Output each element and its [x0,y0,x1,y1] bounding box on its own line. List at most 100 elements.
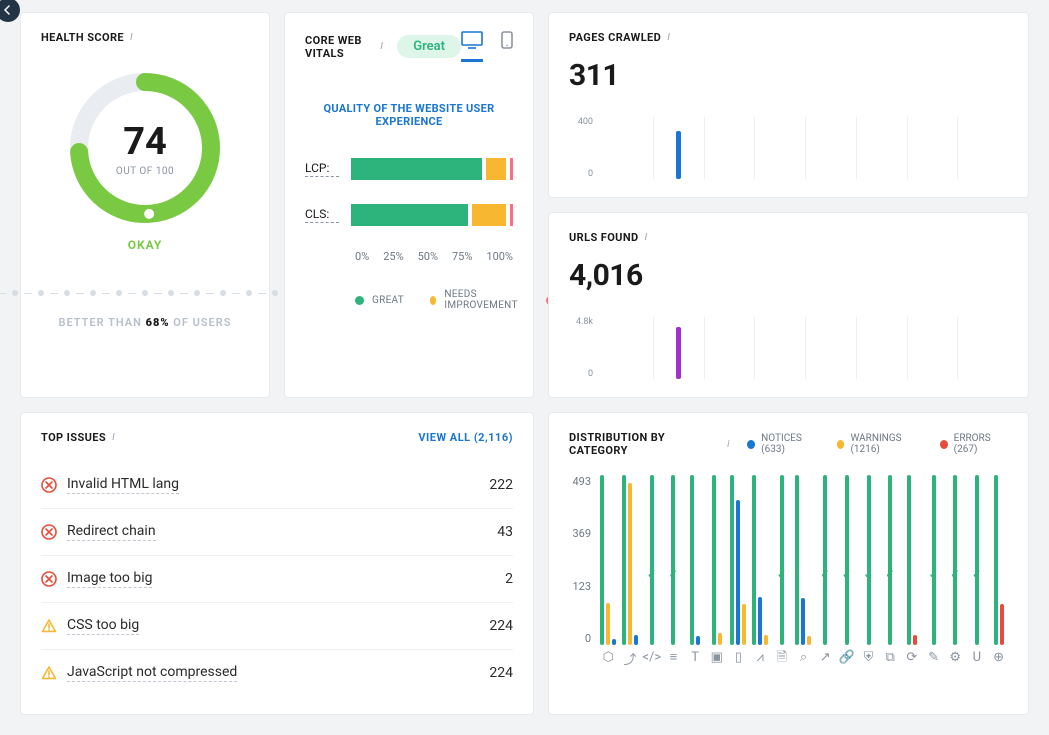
cwv-rating-badge: Great [397,35,461,58]
category-column[interactable]: ⬡ [599,475,618,665]
cwv-title: CORE WEB VITALSi [305,34,383,60]
core-web-vitals-card: CORE WEB VITALSi Great QUALITY OF THE WE… [284,12,534,398]
warning-icon [41,618,57,634]
category-column[interactable]: ✓🔗 [838,475,857,665]
issue-row[interactable]: Redirect chain 43 [41,509,513,556]
issue-row[interactable]: CSS too big 224 [41,603,513,650]
category-column[interactable]: ⩘ [751,475,770,665]
issue-row[interactable]: Image too big2 [41,556,513,603]
check-icon: ✓ [842,567,852,581]
urls-found-sparkline: 4.8k 0 [569,307,1008,379]
info-icon[interactable]: i [727,439,729,450]
warning-icon [41,665,57,681]
issue-name: JavaScript not compressed [67,664,237,682]
refresh-icon: ⟳ [906,649,917,665]
check-icon: ✓ [777,567,787,581]
check-icon: ✓ [647,567,657,581]
error-icon [41,477,57,493]
share-icon: ⤴ [624,649,637,668]
issue-row[interactable]: Invalid HTML lang 222 [41,462,513,509]
globe-icon: ⊕ [993,649,1004,665]
check-icon: ✓ [950,567,960,581]
shield-icon: ⛨ [864,649,874,665]
info-icon[interactable]: i [645,232,648,243]
desktop-tab[interactable] [461,31,483,62]
category-column[interactable]: ✓≡ [664,475,683,665]
category-column[interactable]: ✓✎ [924,475,943,665]
cwv-row: LCP: [305,158,513,180]
distribution-title: DISTRIBUTION BY CATEGORY [569,431,709,457]
info-icon[interactable]: i [112,432,115,443]
distribution-card: DISTRIBUTION BY CATEGORY i NOTICES (633)… [548,412,1029,715]
urls-found-value: 4,016 [569,258,1008,293]
check-icon: ✓ [885,567,895,581]
check-icon: ✓ [863,567,873,581]
indent-icon: ≡ [670,649,678,665]
search-icon: ⌕ [800,649,807,665]
edit-icon: ✎ [928,649,939,665]
check-icon: ✓ [668,567,678,581]
sliders-icon: ⚙ [949,649,961,665]
better-than-text: BETTER THAN 68% OF USERS [59,316,232,329]
check-icon: ✓ [820,567,830,581]
pages-crawled-value: 311 [569,58,1008,93]
issue-count: 224 [489,618,513,634]
category-column[interactable]: ⌕ [794,475,813,665]
category-column[interactable]: ✓⚙ [946,475,965,665]
urls-found-title: URLS FOUNDi [569,231,1008,244]
issue-count: 222 [489,477,513,493]
health-score-card: HEALTH SCOREi 74 OUT OF 100 OKAY BETTER … [20,12,270,398]
pulse-icon: ⩘ [756,649,763,665]
collapse-button[interactable] [0,0,20,22]
code-icon: </> [642,649,661,665]
cwv-subtitle: QUALITY OF THE WEBSITE USER EXPERIENCE [305,102,513,128]
category-column[interactable]: ▯ [729,475,748,665]
pages-crawled-card: PAGES CRAWLEDi 311 400 0 [548,12,1029,198]
link-icon: 🔗 [839,649,855,665]
category-column[interactable]: ✓🗎 [772,475,791,665]
health-score-title: HEALTH SCOREi [41,31,133,44]
issue-name: CSS too big [67,617,139,635]
category-column[interactable]: ⤴ [621,475,640,665]
info-icon[interactable]: i [130,32,133,43]
copy-icon: ⧉ [886,649,895,665]
health-history-dots[interactable] [0,290,304,296]
category-column[interactable]: ✓⛨ [859,475,878,665]
category-column[interactable]: ⊕ [989,475,1008,665]
pages-crawled-sparkline: 400 0 [569,107,1008,179]
image-icon: ▣ [711,649,723,665]
top-issues-card: TOP ISSUESi VIEW ALL (2,116) Invalid HTM… [20,412,534,715]
info-icon[interactable]: i [667,32,670,43]
issue-name: Redirect chain [67,523,156,541]
issue-count: 224 [489,665,513,681]
view-all-issues-link[interactable]: VIEW ALL (2,116) [418,431,513,444]
urls-found-card: URLS FOUNDi 4,016 4.8k 0 [548,212,1029,398]
health-score-outof: OUT OF 100 [116,166,174,177]
category-column[interactable]: T [686,475,705,665]
mobile-tab[interactable] [501,31,513,62]
pages-crawled-title: PAGES CRAWLEDi [569,31,1008,44]
external-icon: ↗ [820,649,831,665]
check-icon: ✓ [928,567,938,581]
category-column[interactable]: ✓↗ [816,475,835,665]
text-icon: T [691,649,699,665]
health-score-number: 74 [123,120,167,164]
cwv-legend: GREATNEEDS IMPROVEMENTPOOR [355,289,513,311]
category-column[interactable]: ✓ </> [642,475,661,665]
device-toggle [461,31,513,62]
category-column[interactable]: ✓⧉ [881,475,900,665]
distribution-chart: 4933691230 ⬡⤴✓</>✓≡T▣▯⩘✓🗎⌕✓↗✓🔗✓⛨✓⧉⟳✓✎✓⚙✓… [569,475,1008,665]
issue-count: 2 [505,571,513,587]
category-column[interactable]: ▣ [707,475,726,665]
category-column[interactable]: ✓U [968,475,987,665]
info-icon[interactable]: i [380,41,383,52]
underline-icon: U [973,649,981,665]
issue-row[interactable]: JavaScript not compressed 224 [41,650,513,696]
category-column[interactable]: ⟳ [903,475,922,665]
issue-name: Invalid HTML lang [67,476,179,494]
issue-count: 43 [497,524,513,540]
cwv-axis: 0%25%50%75%100% [355,250,513,263]
cwv-row: CLS: [305,204,513,226]
mobile-icon: ▯ [735,649,742,665]
health-gauge: 74 OUT OF 100 [65,68,225,228]
